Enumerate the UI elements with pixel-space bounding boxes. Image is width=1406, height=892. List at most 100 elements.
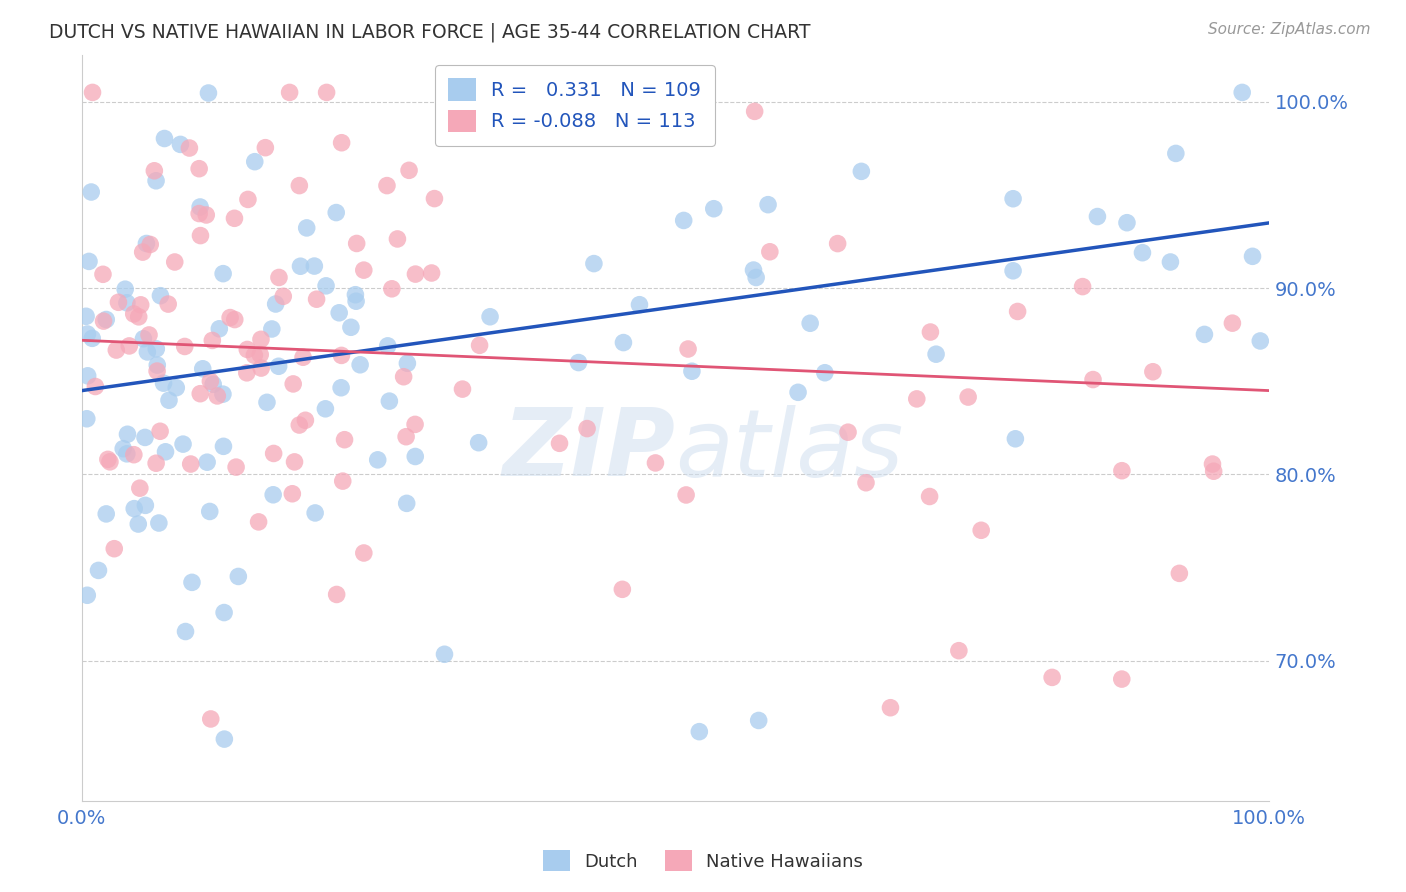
Point: [172, 437, 194, 451]
Point: [325, 205, 347, 219]
Point: [76, 588, 98, 602]
Point: [118, 339, 141, 353]
Point: [281, 487, 304, 501]
Point: [155, 444, 177, 458]
Point: [207, 389, 229, 403]
Point: [576, 421, 599, 435]
Point: [330, 136, 353, 150]
Point: [103, 541, 125, 556]
Point: [262, 488, 284, 502]
Point: [208, 322, 231, 336]
Legend: Dutch, Native Hawaiians: Dutch, Native Hawaiians: [536, 843, 870, 879]
Point: [76, 411, 98, 425]
Point: [115, 447, 138, 461]
Point: [905, 392, 928, 406]
Point: [249, 348, 271, 362]
Point: [254, 141, 277, 155]
Point: [1249, 334, 1271, 348]
Point: [305, 292, 328, 306]
Point: [392, 369, 415, 384]
Point: [128, 310, 150, 324]
Point: [263, 446, 285, 460]
Point: [315, 278, 337, 293]
Point: [333, 433, 356, 447]
Point: [256, 395, 278, 409]
Point: [1081, 373, 1104, 387]
Point: [375, 178, 398, 193]
Point: [76, 326, 98, 341]
Point: [98, 455, 121, 469]
Point: [395, 496, 418, 510]
Point: [250, 332, 273, 346]
Point: [612, 582, 634, 597]
Point: [224, 211, 246, 226]
Point: [288, 417, 311, 432]
Point: [404, 450, 426, 464]
Point: [294, 413, 316, 427]
Point: [243, 348, 266, 362]
Point: [145, 342, 167, 356]
Point: [396, 356, 419, 370]
Point: [135, 236, 157, 251]
Point: [304, 506, 326, 520]
Point: [344, 287, 367, 301]
Point: [548, 436, 571, 450]
Text: atlas: atlas: [675, 405, 904, 496]
Point: [132, 332, 155, 346]
Point: [127, 516, 149, 531]
Point: [787, 385, 810, 400]
Point: [173, 339, 195, 353]
Point: [82, 86, 104, 100]
Point: [314, 401, 336, 416]
Point: [271, 289, 294, 303]
Legend: R =   0.331   N = 109, R = -0.088   N = 113: R = 0.331 N = 109, R = -0.088 N = 113: [434, 65, 714, 145]
Point: [195, 208, 218, 222]
Point: [748, 714, 770, 728]
Point: [180, 457, 202, 471]
Point: [468, 338, 491, 352]
Point: [145, 174, 167, 188]
Point: [122, 501, 145, 516]
Point: [675, 488, 697, 502]
Point: [149, 424, 172, 438]
Point: [814, 366, 837, 380]
Point: [742, 263, 765, 277]
Point: [304, 259, 326, 273]
Point: [91, 268, 114, 282]
Point: [76, 368, 98, 383]
Point: [202, 377, 225, 392]
Point: [1002, 192, 1025, 206]
Point: [970, 523, 993, 537]
Point: [195, 455, 218, 469]
Point: [759, 244, 782, 259]
Point: [138, 328, 160, 343]
Point: [105, 343, 128, 357]
Text: ZIP: ZIP: [503, 404, 675, 496]
Point: [1132, 245, 1154, 260]
Point: [330, 381, 353, 395]
Point: [224, 312, 246, 326]
Point: [148, 516, 170, 530]
Point: [688, 724, 710, 739]
Point: [676, 342, 699, 356]
Point: [236, 366, 259, 380]
Point: [131, 245, 153, 260]
Point: [745, 270, 768, 285]
Point: [288, 178, 311, 193]
Point: [295, 221, 318, 235]
Point: [1164, 146, 1187, 161]
Point: [948, 643, 970, 657]
Point: [398, 163, 420, 178]
Point: [879, 700, 901, 714]
Point: [96, 312, 118, 326]
Point: [84, 379, 107, 393]
Point: [163, 255, 186, 269]
Point: [404, 417, 426, 432]
Point: [236, 343, 259, 357]
Point: [330, 348, 353, 362]
Point: [146, 364, 169, 378]
Point: [1222, 316, 1244, 330]
Point: [644, 456, 666, 470]
Text: DUTCH VS NATIVE HAWAIIAN IN LABOR FORCE | AGE 35-44 CORRELATION CHART: DUTCH VS NATIVE HAWAIIAN IN LABOR FORCE …: [49, 22, 811, 42]
Point: [114, 282, 136, 296]
